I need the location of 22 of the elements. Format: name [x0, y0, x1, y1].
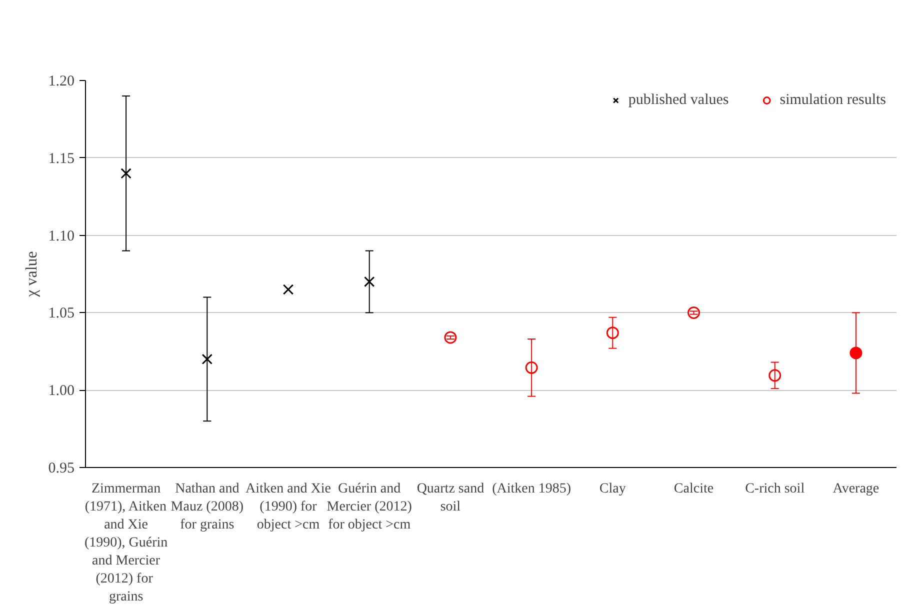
y-tick-label: 1.15 — [48, 150, 74, 167]
y-tick-label: 1.10 — [48, 228, 74, 244]
x-tick-label: Quartz sand soil — [416, 482, 484, 514]
x-tick-label: Zimmerman (1971), Aitken and Xie (1990), Guérin and Mercier (2012) for grains — [84, 482, 168, 604]
x-tick-label: Nathan and Mauz (2008) for grains — [170, 482, 244, 532]
point — [282, 284, 294, 295]
point — [202, 354, 212, 364]
x-tick-label: Clay — [599, 482, 626, 496]
x-tick-label: Calcite — [674, 482, 714, 496]
y-tick-label: 1.00 — [48, 383, 74, 400]
x-tick-label: Average — [832, 482, 880, 496]
point — [850, 346, 862, 360]
y-tick-label: 1.05 — [48, 306, 74, 322]
y-axis-title: χ value — [23, 251, 40, 298]
point — [364, 276, 375, 288]
legend-label: simulation results — [780, 92, 886, 108]
point — [120, 168, 132, 179]
x-tick-label: (Aitken 1985) — [492, 482, 572, 496]
y-tick-label: 1.20 — [48, 74, 74, 90]
legend-label: published values — [628, 92, 729, 108]
x-tick-label: C-rich soil — [745, 482, 805, 496]
y-tick-label: 0.95 — [48, 460, 74, 476]
